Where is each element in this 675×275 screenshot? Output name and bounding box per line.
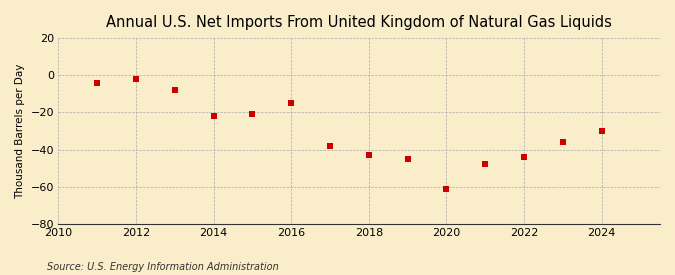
Y-axis label: Thousand Barrels per Day: Thousand Barrels per Day (15, 63, 25, 199)
Point (558, 140, 568, 144)
Point (480, 162, 491, 167)
Point (286, 101, 296, 105)
Text: Source: U.S. Energy Information Administration: Source: U.S. Energy Information Administ… (47, 262, 279, 272)
Title: Annual U.S. Net Imports From United Kingdom of Natural Gas Liquids: Annual U.S. Net Imports From United King… (106, 15, 612, 30)
Point (402, 157, 413, 161)
Point (208, 114, 219, 118)
Point (130, 77, 141, 81)
Point (597, 129, 608, 133)
Point (325, 144, 335, 148)
Point (363, 153, 374, 157)
Point (247, 112, 258, 116)
Point (92, 81, 103, 85)
Point (441, 186, 452, 191)
Point (518, 155, 529, 159)
Point (169, 88, 180, 92)
